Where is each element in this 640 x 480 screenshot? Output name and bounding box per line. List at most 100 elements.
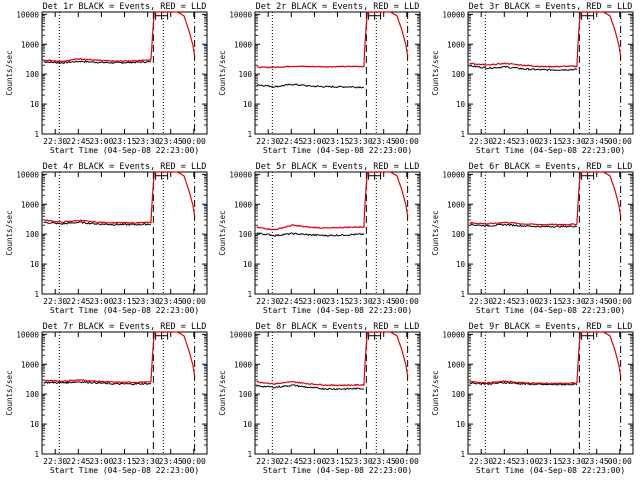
x-tick-label: 23:15: [325, 137, 349, 146]
x-tick-label: 23:00: [515, 297, 539, 306]
panel-det-8r: Det 8r BLACK = Events, RED = LLD 1 10 100 10…: [218, 322, 421, 475]
x-tick-label: 23:00: [89, 297, 113, 306]
x-tick-label: 23:30: [349, 457, 373, 466]
x-axis-label: Start Time (04-Sep-08 22:23:00): [476, 466, 625, 475]
y-tick-label: 1000: [234, 360, 253, 369]
y-tick-label: 1000: [21, 40, 40, 49]
x-tick-label: 23:15: [538, 137, 562, 146]
x-tick-label: 23:45: [159, 457, 183, 466]
y-tick-label: 10000: [229, 330, 252, 339]
series-lld-line: [469, 11, 622, 68]
y-tick-label: 10000: [442, 10, 465, 19]
x-tick-label: 23:00: [515, 457, 539, 466]
x-tick-label: 22:30: [256, 457, 280, 466]
series-events-line: [256, 232, 365, 237]
x-tick-label: 00:00: [182, 137, 206, 146]
x-tick-label: 23:30: [562, 457, 586, 466]
x-tick-label: 22:30: [469, 457, 493, 466]
x-tick-label: 23:00: [302, 457, 326, 466]
x-tick-label: 22:45: [66, 137, 90, 146]
x-tick-label: 00:00: [182, 297, 206, 306]
x-tick-label: 22:45: [279, 457, 303, 466]
y-tick-label: 10000: [442, 170, 465, 179]
plot-frame: [41, 11, 208, 135]
plot-frame: [41, 331, 208, 455]
x-tick-label: 23:15: [538, 457, 562, 466]
y-tick-label: 1: [247, 450, 252, 459]
x-tick-label: 23:15: [112, 137, 136, 146]
panel-det-7r: Det 7r BLACK = Events, RED = LLD 1 10 100 10…: [5, 322, 208, 475]
y-tick-label: 1: [247, 130, 252, 139]
x-axis-label: Start Time (04-Sep-08 22:23:00): [263, 306, 412, 315]
x-tick-label: 23:45: [159, 297, 183, 306]
x-tick-label: 23:30: [349, 137, 373, 146]
x-tick-label: 22:30: [469, 297, 493, 306]
y-tick-label: 10000: [16, 10, 39, 19]
y-axis-label: Counts/sec: [431, 370, 440, 415]
y-tick-label: 100: [451, 390, 465, 399]
y-tick-label: 1000: [234, 200, 253, 209]
y-tick-label: 1000: [447, 200, 466, 209]
x-tick-label: 00:00: [395, 297, 419, 306]
x-tick-label: 23:15: [538, 297, 562, 306]
x-tick-label: 23:15: [112, 297, 136, 306]
y-tick-label: 10000: [229, 170, 252, 179]
x-tick-label: 22:30: [43, 457, 67, 466]
y-tick-label: 10: [243, 420, 253, 429]
chart-title: Det 1r BLACK = Events, RED = LLD: [43, 2, 207, 12]
plot-frame: [467, 331, 634, 455]
x-tick-label: 22:30: [43, 297, 67, 306]
x-tick-label: 00:00: [182, 457, 206, 466]
y-tick-label: 10: [456, 260, 466, 269]
plot-frame: [254, 331, 421, 455]
y-tick-label: 100: [451, 230, 465, 239]
y-tick-label: 1: [460, 450, 465, 459]
y-tick-label: 1000: [234, 40, 253, 49]
x-tick-label: 00:00: [608, 137, 632, 146]
x-tick-label: 23:00: [89, 137, 113, 146]
x-tick-label: 23:45: [585, 137, 609, 146]
x-tick-label: 22:45: [492, 137, 516, 146]
series-events-line: [256, 384, 365, 391]
panel-det-1r: Det 1r BLACK = Events, RED = LLD 1 10 100 10…: [5, 2, 208, 155]
plot-frame: [467, 171, 634, 295]
x-tick-label: 22:30: [256, 137, 280, 146]
x-tick-label: 23:30: [349, 297, 373, 306]
series-events-line: [469, 64, 578, 72]
chart-title: Det 5r BLACK = Events, RED = LLD: [256, 162, 420, 172]
x-tick-label: 23:15: [112, 457, 136, 466]
y-tick-label: 10: [456, 420, 466, 429]
plot-frame: [254, 11, 421, 135]
x-tick-label: 23:45: [372, 457, 396, 466]
chart-title: Det 4r BLACK = Events, RED = LLD: [43, 162, 207, 172]
y-tick-label: 10: [243, 260, 253, 269]
x-tick-label: 22:30: [43, 137, 67, 146]
x-axis-label: Start Time (04-Sep-08 22:23:00): [476, 146, 625, 155]
plot-frame: [467, 11, 634, 135]
x-axis-label: Start Time (04-Sep-08 22:23:00): [50, 306, 199, 315]
x-tick-label: 23:15: [325, 297, 349, 306]
x-tick-label: 23:30: [136, 297, 160, 306]
x-tick-label: 23:00: [302, 297, 326, 306]
y-tick-label: 10000: [442, 330, 465, 339]
y-tick-label: 10: [243, 100, 253, 109]
x-tick-label: 00:00: [608, 457, 632, 466]
x-tick-label: 23:00: [89, 457, 113, 466]
series-lld-line: [256, 11, 409, 69]
series-events-line: [43, 380, 152, 386]
x-tick-label: 22:45: [492, 457, 516, 466]
series-events-line: [256, 83, 364, 89]
x-axis-label: Start Time (04-Sep-08 22:23:00): [263, 466, 412, 475]
x-tick-label: 23:45: [585, 297, 609, 306]
series-lld-line: [469, 171, 622, 226]
x-tick-label: 22:45: [492, 297, 516, 306]
series-lld-line: [256, 171, 409, 231]
x-tick-label: 00:00: [608, 297, 632, 306]
y-tick-label: 10000: [16, 170, 39, 179]
y-axis-label: Counts/sec: [431, 50, 440, 95]
chart-title: Det 7r BLACK = Events, RED = LLD: [43, 322, 207, 332]
chart-title: Det 8r BLACK = Events, RED = LLD: [256, 322, 420, 332]
panel-det-5r: Det 5r BLACK = Events, RED = LLD 1 10 100 10…: [218, 162, 421, 315]
x-tick-label: 23:45: [372, 137, 396, 146]
y-tick-label: 100: [451, 70, 465, 79]
